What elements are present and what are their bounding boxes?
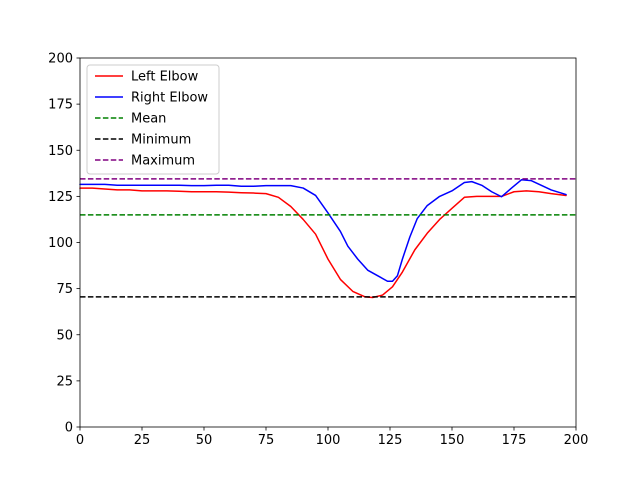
y-tick-label: 75 [56,282,73,297]
x-tick-label: 150 [440,433,465,448]
x-tick-label: 100 [316,433,341,448]
x-tick-label: 50 [196,433,213,448]
y-tick-label: 125 [48,190,73,205]
x-tick-label: 125 [378,433,403,448]
legend-label-left-elbow: Left Elbow [131,70,199,85]
plot-frame [79,57,577,428]
plot-lines [79,178,576,299]
y-tick-label: 175 [48,98,73,113]
legend-label-right-elbow: Right Elbow [131,91,208,106]
y-tick-label: 100 [48,236,73,251]
legend: Left Elbow Right Elbow Mean Minimum Maximum [86,64,220,175]
y-tick-label: 200 [48,52,73,67]
legend-label-minimum: Minimum [131,133,191,148]
y-tick-label: 50 [56,328,73,343]
y-tick-label: 0 [65,421,73,436]
x-tick-label: 25 [134,433,151,448]
y-axis: 0 25 50 75 100 125 150 175 200 [48,52,80,436]
x-tick-label: 175 [502,433,527,448]
x-tick-label: 0 [76,433,84,448]
x-tick-label: 75 [258,433,275,448]
legend-label-maximum: Maximum [131,154,195,169]
y-tick-label: 25 [56,374,73,389]
x-tick-label: 200 [564,433,589,448]
series-line-left-elbow [79,187,567,299]
series-line-right-elbow [79,179,567,282]
legend-label-mean: Mean [131,112,166,127]
x-axis: 0 25 50 75 100 125 150 175 200 [76,427,589,448]
legend-box [86,64,220,175]
y-tick-label: 150 [48,144,73,159]
